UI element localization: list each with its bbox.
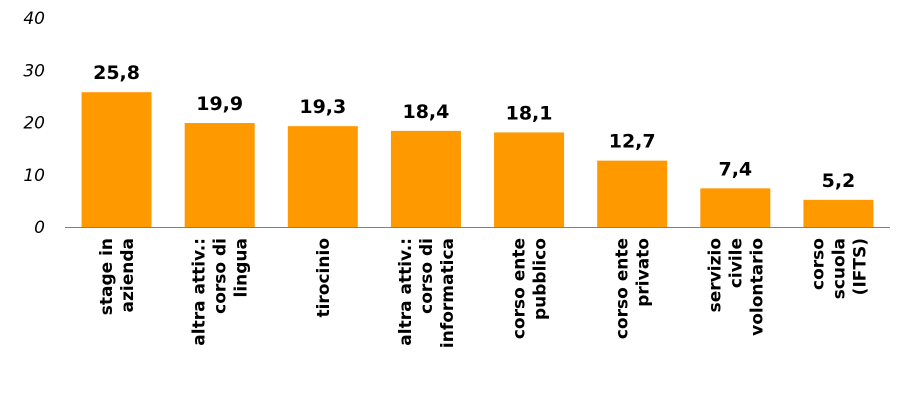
y-axis: 0 10 20 30 40 [23, 9, 45, 238]
bar [390, 130, 461, 227]
x-category-label-line: (IFTS) [850, 238, 870, 295]
bar [494, 132, 565, 227]
x-category-label-line: corso [808, 238, 828, 290]
x-category-label-line: azienda [118, 238, 138, 312]
x-category-label-line: privato [634, 238, 654, 307]
x-category-label-line: altra attiv.: [396, 238, 416, 346]
x-category-label-line: tirocinio [314, 238, 334, 318]
bar-value-label: 18,4 [402, 101, 449, 123]
bar-value-label: 5,2 [822, 170, 856, 192]
bar-value-label: 25,8 [93, 62, 140, 84]
x-category-label-line: corso ente [613, 238, 633, 339]
bar-value-label: 7,4 [718, 158, 752, 180]
x-category-label-line: corso ente [510, 238, 530, 339]
y-tick-label: 30 [23, 61, 45, 81]
bar [597, 160, 668, 227]
bar-value-label: 12,7 [609, 131, 656, 153]
bar [287, 126, 358, 227]
x-category-label-line: scuola [829, 238, 849, 299]
value-labels: 25,8 19,9 19,3 18,4 18,1 12,7 7,4 5,2 [93, 62, 855, 192]
bar [184, 123, 255, 227]
y-tick-label: 0 [34, 218, 45, 238]
x-category-label-line: pubblico [531, 238, 551, 320]
x-category-label-line: altra attiv.: [190, 238, 210, 346]
bar [803, 199, 874, 227]
x-category-label: stage in azienda [97, 238, 138, 315]
x-category-label: corso ente pubblico [510, 238, 551, 339]
bars [81, 92, 874, 227]
x-category-label-line: lingua [232, 238, 252, 298]
bar [81, 92, 152, 227]
bar-value-label: 19,3 [299, 96, 346, 118]
bar-value-label: 18,1 [506, 102, 553, 124]
x-category-label-line: corso di [211, 238, 231, 314]
x-category-label-line: stage in [97, 238, 117, 315]
x-category-label: corso ente privato [613, 238, 654, 339]
y-tick-label: 20 [23, 114, 45, 134]
bar-value-label: 19,9 [196, 93, 243, 115]
x-category-label-line: servizio [705, 238, 725, 312]
x-category-label: altra attiv.: corso di lingua [190, 238, 252, 346]
x-category-label: corso scuola (IFTS) [808, 238, 870, 299]
y-tick-label: 10 [23, 166, 45, 186]
x-axis-labels: stage in azienda altra attiv.: corso di ling… [97, 238, 870, 348]
x-category-label: servizio civile volontario [705, 238, 767, 336]
x-category-label-line: informatica [438, 238, 458, 348]
x-category-label-line: volontario [747, 238, 767, 336]
x-category-label-line: corso di [417, 238, 437, 314]
x-category-label-line: civile [726, 238, 746, 288]
bar [700, 188, 771, 227]
x-category-label: tirocinio [314, 238, 334, 318]
y-tick-label: 40 [23, 9, 45, 29]
x-category-label: altra attiv.: corso di informatica [396, 238, 458, 348]
